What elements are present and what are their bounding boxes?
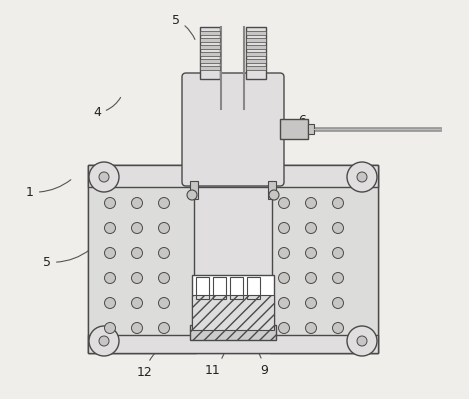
- Circle shape: [105, 247, 115, 259]
- Bar: [88, 335, 378, 353]
- Circle shape: [131, 247, 143, 259]
- Circle shape: [159, 322, 169, 334]
- Bar: [190, 181, 198, 199]
- Bar: [200, 59, 220, 63]
- Circle shape: [305, 322, 317, 334]
- Circle shape: [305, 247, 317, 259]
- Text: 3: 3: [129, 166, 148, 180]
- Circle shape: [131, 198, 143, 209]
- Text: 9: 9: [254, 345, 268, 377]
- Bar: [196, 165, 270, 353]
- Circle shape: [159, 273, 169, 284]
- Circle shape: [159, 198, 169, 209]
- Text: 4: 4: [93, 97, 121, 119]
- Circle shape: [279, 322, 289, 334]
- Bar: [246, 27, 266, 79]
- Bar: [196, 277, 209, 299]
- Circle shape: [89, 326, 119, 356]
- Circle shape: [305, 273, 317, 284]
- Text: 11: 11: [205, 350, 225, 377]
- Bar: [280, 119, 308, 139]
- Circle shape: [279, 247, 289, 259]
- Circle shape: [333, 223, 343, 233]
- Bar: [246, 66, 266, 69]
- Text: 12: 12: [137, 352, 156, 379]
- Circle shape: [159, 298, 169, 308]
- Bar: [247, 277, 260, 299]
- Circle shape: [105, 198, 115, 209]
- Circle shape: [305, 198, 317, 209]
- Bar: [88, 165, 378, 353]
- Circle shape: [305, 223, 317, 233]
- Text: 5: 5: [172, 14, 195, 40]
- Bar: [246, 59, 266, 63]
- Bar: [246, 38, 266, 41]
- Text: 8: 8: [305, 172, 326, 184]
- Bar: [246, 31, 266, 34]
- Circle shape: [131, 273, 143, 284]
- Circle shape: [105, 298, 115, 308]
- Text: 5: 5: [43, 250, 90, 269]
- Circle shape: [333, 298, 343, 308]
- Circle shape: [333, 273, 343, 284]
- Circle shape: [333, 247, 343, 259]
- Bar: [213, 277, 226, 299]
- Circle shape: [131, 322, 143, 334]
- Circle shape: [131, 298, 143, 308]
- Bar: [190, 325, 276, 340]
- Text: 2: 2: [106, 176, 122, 190]
- Bar: [192, 275, 274, 330]
- Circle shape: [159, 223, 169, 233]
- Circle shape: [305, 298, 317, 308]
- Circle shape: [347, 326, 377, 356]
- Circle shape: [279, 273, 289, 284]
- Circle shape: [105, 273, 115, 284]
- Text: 7: 7: [325, 231, 356, 248]
- Circle shape: [99, 336, 109, 346]
- Bar: [270, 165, 378, 353]
- Bar: [200, 52, 220, 55]
- Bar: [308, 124, 314, 134]
- Circle shape: [279, 223, 289, 233]
- Circle shape: [333, 322, 343, 334]
- Circle shape: [89, 162, 119, 192]
- Bar: [230, 277, 243, 299]
- Bar: [200, 27, 220, 79]
- Circle shape: [159, 247, 169, 259]
- Bar: [268, 181, 276, 199]
- Circle shape: [187, 190, 197, 200]
- Circle shape: [333, 198, 343, 209]
- Bar: [88, 165, 378, 187]
- Circle shape: [279, 298, 289, 308]
- Circle shape: [279, 198, 289, 209]
- Bar: [246, 45, 266, 49]
- Bar: [192, 295, 274, 330]
- Bar: [246, 52, 266, 55]
- Bar: [200, 66, 220, 69]
- Bar: [200, 38, 220, 41]
- Text: 1: 1: [26, 180, 71, 198]
- Bar: [200, 31, 220, 34]
- Text: 6: 6: [287, 113, 306, 126]
- Circle shape: [99, 172, 109, 182]
- Bar: [194, 187, 272, 317]
- Circle shape: [347, 162, 377, 192]
- Circle shape: [357, 172, 367, 182]
- Bar: [88, 165, 196, 353]
- FancyBboxPatch shape: [182, 73, 284, 186]
- Circle shape: [105, 223, 115, 233]
- Bar: [200, 45, 220, 49]
- Circle shape: [357, 336, 367, 346]
- Circle shape: [269, 190, 279, 200]
- Circle shape: [131, 223, 143, 233]
- Circle shape: [105, 322, 115, 334]
